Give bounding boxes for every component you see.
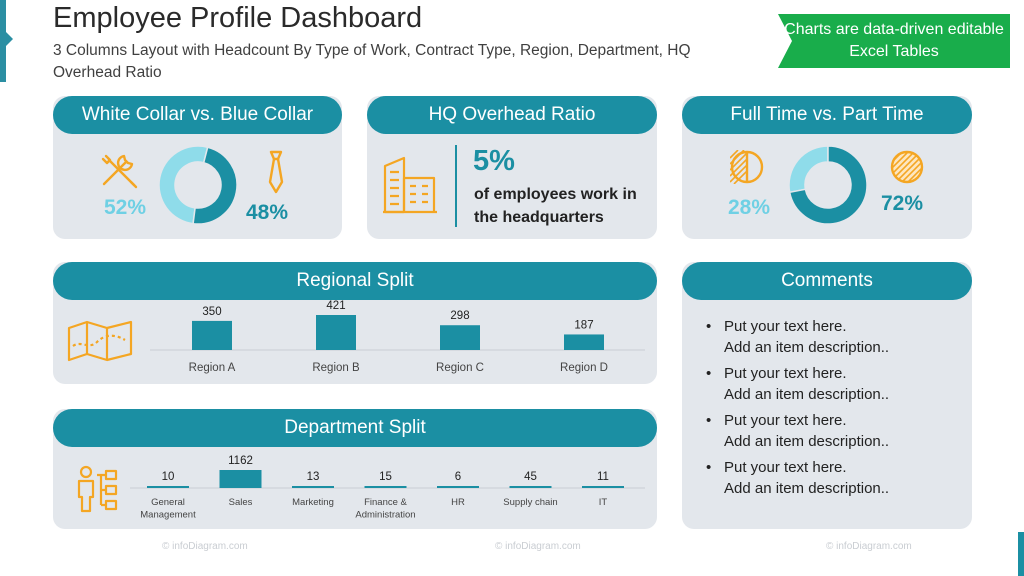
bar	[219, 470, 262, 488]
blue-collar-percent: 48%	[246, 201, 289, 224]
comment-item: Put your text here. Add an item descript…	[704, 316, 964, 358]
category-label: Marketing	[292, 497, 334, 508]
regional-card-heading: Regional Split	[53, 262, 657, 300]
data-driven-badge: Charts are data-driven editable Excel Ta…	[778, 14, 1010, 68]
comment-item: Put your text here. Add an item descript…	[704, 457, 964, 499]
bar-value-label: 421	[326, 300, 345, 312]
bar	[582, 486, 624, 488]
bar-value-label: 11	[597, 471, 609, 483]
category-label: Management	[140, 510, 196, 521]
org-chart-icon	[77, 465, 118, 513]
blue-collar-slice	[192, 146, 238, 225]
bar-value-label: 298	[450, 310, 469, 322]
right-accent-bar	[1018, 532, 1024, 576]
department-bar-chart: 10 General Management 1162 Sales 13 Marketing 1…	[130, 455, 645, 521]
bar	[147, 486, 189, 488]
comment-description: Add an item description..	[724, 480, 890, 497]
comment-title: Put your text here.	[724, 318, 847, 335]
white-collar-percent: 52%	[104, 196, 147, 219]
category-label: General	[151, 497, 185, 508]
collar-donut-chart	[158, 145, 238, 225]
comment-title: Put your text here.	[724, 365, 847, 382]
bar	[316, 315, 356, 350]
contract-card-heading: Full Time vs. Part Time	[682, 96, 972, 134]
category-label: Region B	[312, 362, 360, 374]
category-label: HR	[451, 497, 465, 508]
necktie-icon	[268, 150, 284, 194]
comment-description: Add an item description..	[724, 339, 890, 356]
comments-list: Put your text here. Add an item descript…	[704, 316, 964, 504]
contract-donut-chart	[788, 145, 868, 225]
watermark: © infoDiagram.com	[162, 541, 248, 552]
left-accent-bar	[0, 0, 13, 82]
bar-value-label: 45	[524, 471, 537, 483]
bar	[437, 486, 479, 488]
collar-card-heading: White Collar vs. Blue Collar	[53, 96, 342, 134]
regional-bar-chart: 350 Region A 421 Region B 298 Region C 187 Regi…	[150, 300, 645, 374]
department-card-heading: Department Split	[53, 409, 657, 447]
department-card: Department Split	[53, 409, 657, 529]
bar-value-label: 10	[162, 471, 175, 483]
map-icon	[67, 320, 133, 362]
part-time-percent: 28%	[728, 196, 771, 219]
bar-value-label: 6	[455, 471, 461, 483]
bar	[564, 334, 604, 350]
bar	[509, 486, 552, 488]
hq-ratio-value: 5%	[473, 145, 515, 177]
page-title: Employee Profile Dashboard	[53, 2, 423, 34]
watermark: © infoDiagram.com	[826, 541, 912, 552]
hq-card-heading: HQ Overhead Ratio	[367, 96, 657, 134]
bar	[192, 320, 232, 350]
bar	[364, 486, 407, 488]
full-time-percent: 72%	[881, 192, 924, 215]
hq-card: HQ Overhead Ratio	[367, 96, 657, 239]
full-time-slice	[788, 145, 868, 225]
category-label: Finance &	[364, 497, 407, 508]
hq-ratio-text: of employees work in the headquarters	[474, 186, 637, 226]
category-label: Region A	[189, 362, 236, 374]
category-label: Region D	[560, 362, 608, 374]
bar-value-label: 187	[574, 319, 593, 331]
comment-title: Put your text here.	[724, 412, 847, 429]
tools-icon	[101, 154, 138, 189]
bar-value-label: 15	[379, 471, 392, 483]
bar-value-label: 350	[202, 306, 221, 318]
hq-divider	[455, 145, 457, 227]
comment-description: Add an item description..	[724, 433, 890, 450]
category-label: IT	[599, 497, 608, 508]
full-circle-icon	[890, 150, 924, 184]
comment-description: Add an item description..	[724, 386, 890, 403]
comments-card-heading: Comments	[682, 262, 972, 300]
page-subtitle: 3 Columns Layout with Headcount By Type …	[53, 42, 691, 81]
buildings-icon	[383, 156, 437, 214]
category-label: Administration	[355, 510, 415, 521]
comment-item: Put your text here. Add an item descript…	[704, 410, 964, 452]
category-label: Supply chain	[503, 497, 557, 508]
half-circle-icon	[730, 150, 764, 184]
bar	[440, 325, 480, 350]
comment-item: Put your text here. Add an item descript…	[704, 363, 964, 405]
category-label: Region C	[436, 362, 484, 374]
category-label: Sales	[229, 497, 253, 508]
part-time-slice	[788, 145, 829, 194]
bar-value-label: 13	[307, 471, 320, 483]
bar-value-label: 1162	[228, 455, 253, 467]
regional-card: Regional Split	[53, 262, 657, 384]
bar	[292, 486, 334, 488]
comment-title: Put your text here.	[724, 459, 847, 476]
white-collar-slice	[158, 145, 209, 225]
watermark: © infoDiagram.com	[495, 541, 581, 552]
